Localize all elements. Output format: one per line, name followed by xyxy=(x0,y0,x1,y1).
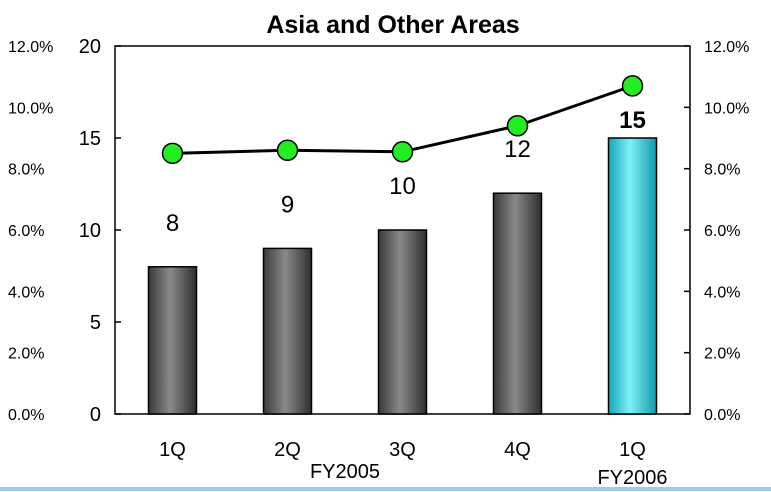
left-axis: 0 5 10 15 20 0.0% 2.0% 4.0% 6.0% 8.0% 10.0% 12.0% xyxy=(8,36,121,426)
x-tick-label: 4Q xyxy=(504,439,531,461)
ratio-line-series xyxy=(161,75,644,165)
left-tick-label: 20 xyxy=(79,36,101,58)
left-percent-label: 6.0% xyxy=(8,223,44,240)
bar-value-label: 15 xyxy=(619,107,646,134)
right-tick-label: 12.0% xyxy=(704,39,749,56)
x-tick-label: 2Q xyxy=(274,439,301,461)
left-tick-label: 0 xyxy=(90,404,101,426)
ratio-point xyxy=(391,141,414,163)
right-tick-label: 0.0% xyxy=(704,407,740,424)
ratio-point xyxy=(161,142,184,165)
ratio-point xyxy=(276,139,299,162)
x-group-label: FY2006 xyxy=(597,467,667,489)
bar-series xyxy=(147,137,658,415)
left-percent-label: 0.0% xyxy=(8,407,44,424)
left-tick-label: 15 xyxy=(79,128,101,150)
bar-value-label: 9 xyxy=(281,191,294,218)
left-percent-label: 10.0% xyxy=(8,100,53,117)
x-tick-label: 1Q xyxy=(159,439,186,461)
bar-value-label: 12 xyxy=(504,136,531,163)
x-tick-label: 3Q xyxy=(389,439,416,461)
right-tick-label: 6.0% xyxy=(704,223,740,240)
left-tick-label: 10 xyxy=(79,220,101,242)
chart-title: Asia and Other Areas xyxy=(266,11,519,39)
x-axis: 1Q 2Q 3Q 4Q 1Q FY2005 FY2006 xyxy=(159,439,667,489)
bar-highlight xyxy=(607,137,658,415)
left-tick-label: 5 xyxy=(90,312,101,334)
x-tick-label: 1Q xyxy=(619,439,646,461)
bar-value-label: 8 xyxy=(166,210,179,237)
right-tick-label: 2.0% xyxy=(704,346,740,363)
x-group-label: FY2005 xyxy=(310,461,380,483)
left-percent-label: 2.0% xyxy=(8,346,44,363)
bar xyxy=(492,192,543,415)
right-tick-label: 10.0% xyxy=(704,100,749,117)
left-percent-label: 12.0% xyxy=(8,39,53,56)
left-percent-label: 4.0% xyxy=(8,284,44,301)
value-labels: 8 9 10 12 15 xyxy=(166,107,646,237)
bar xyxy=(377,229,428,415)
ratio-point xyxy=(621,75,644,97)
bar xyxy=(147,266,198,415)
bar xyxy=(262,247,313,415)
right-axis: 0.0% 2.0% 4.0% 6.0% 8.0% 10.0% 12.0% xyxy=(684,39,749,424)
ratio-point xyxy=(506,114,529,137)
right-tick-label: 8.0% xyxy=(704,162,740,179)
right-tick-label: 4.0% xyxy=(704,284,740,301)
left-percent-label: 8.0% xyxy=(8,162,44,179)
bar-value-label: 10 xyxy=(389,173,416,200)
